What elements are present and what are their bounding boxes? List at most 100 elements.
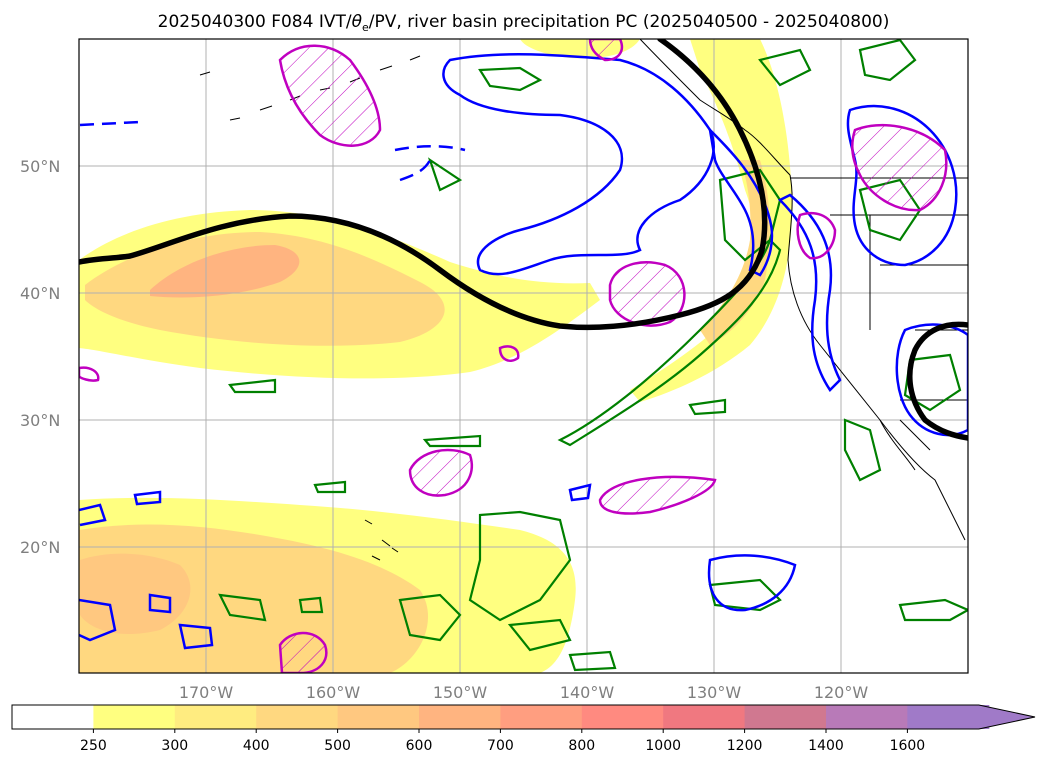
hawaii-islands <box>364 519 399 561</box>
colorbar-tick-label: 1200 <box>727 738 763 754</box>
hatched-region <box>278 44 382 147</box>
pv-contours <box>79 39 968 441</box>
precip-contour <box>478 66 543 92</box>
title-prefix: 2025040300 F084 IVT/ <box>157 12 352 32</box>
theta-e-contour <box>133 490 162 506</box>
theta-e-contour <box>79 120 141 127</box>
lat-tick-label: 20°N <box>20 538 60 557</box>
ivt-subtropical-core <box>80 553 191 635</box>
colorbar-tick-label: 250 <box>80 738 107 754</box>
theta-e-contour <box>148 593 172 614</box>
hatched-region <box>79 366 100 382</box>
precip-pc-contours <box>218 39 968 672</box>
ivt-plume-coastal-jet-inner <box>700 160 770 345</box>
precip-contour <box>557 237 782 447</box>
lon-tick-label: 140°W <box>560 683 615 702</box>
colorbar <box>11 704 1036 733</box>
baja-california <box>879 419 931 471</box>
hatched-region <box>278 631 328 673</box>
colorbar-swatch <box>663 705 746 729</box>
colorbar-tick-label: 1600 <box>890 738 926 754</box>
ivt-shading <box>79 39 793 673</box>
hatched-region <box>851 124 948 212</box>
colorbar-tick-label: 300 <box>161 738 188 754</box>
colorbar-swatch <box>500 705 583 729</box>
ivt-plume-core <box>150 245 300 298</box>
title-suffix: /PV, river basin precipitation PC (20250… <box>368 12 890 32</box>
lat-labels: 50°N 40°N 30°N 20°N <box>20 157 60 557</box>
lon-tick-label: 150°W <box>433 683 488 702</box>
colorbar-swatch <box>581 705 664 729</box>
colorbar-tick-label: 800 <box>568 738 595 754</box>
lon-tick-label: 170°W <box>179 683 234 702</box>
precip-contour <box>422 434 482 448</box>
hatched-region <box>408 448 473 497</box>
title-theta-symbol: θ <box>351 12 362 32</box>
hatched-region <box>796 211 837 260</box>
precip-contour <box>858 39 917 82</box>
na-west-coast <box>787 174 966 541</box>
ivt-plume-coastal-jet <box>630 39 793 402</box>
hatched-region <box>588 39 624 62</box>
colorbar-swatch <box>826 705 908 729</box>
theta-e-contour <box>708 126 774 277</box>
hatched-region <box>608 261 686 327</box>
map-area <box>79 39 968 673</box>
precip-contour <box>313 480 347 494</box>
precip-contour <box>427 157 463 192</box>
lon-tick-label: 120°W <box>814 683 869 702</box>
colorbar-labels: 250 300 400 500 600 700 800 1000 1200 1400 1600 <box>80 738 925 754</box>
colorbar-outline <box>11 704 1036 730</box>
lon-tick-label: 130°W <box>687 683 742 702</box>
theta-e-contour <box>442 52 715 276</box>
lon-tick-label: 160°W <box>306 683 361 702</box>
colorbar-tick-label: 400 <box>243 738 270 754</box>
precip-contour <box>708 578 782 612</box>
precip-contour <box>298 596 324 614</box>
colorbar-tick-label: 700 <box>487 738 514 754</box>
theta-e-contour <box>79 598 117 642</box>
theta-e-contour <box>79 503 107 527</box>
precip-contour <box>898 598 968 622</box>
colorbar-swatch <box>337 705 420 729</box>
colorbar-extend-arrow <box>907 705 1035 729</box>
lat-tick-label: 30°N <box>20 411 60 430</box>
lon-labels: 170°W 160°W 150°W 140°W 130°W 120°W <box>179 683 869 702</box>
colorbar-swatch <box>93 705 176 729</box>
map-title: 2025040300 F084 IVT/θe/PV, river basin p… <box>0 12 1047 34</box>
precip-contour <box>903 353 962 412</box>
magenta-hatched-regions <box>79 39 948 673</box>
colorbar-swatch <box>744 705 827 729</box>
hatched-region <box>598 475 717 515</box>
precip-contour <box>758 48 812 87</box>
theta-e-contour <box>178 623 214 650</box>
theta-e-contour <box>777 193 842 392</box>
precip-contour <box>218 593 267 622</box>
map-frame <box>78 38 969 674</box>
theta-e-contour <box>394 145 466 182</box>
colorbar-tick-label: 1400 <box>808 738 844 754</box>
lat-tick-label: 40°N <box>20 284 60 303</box>
hatched-region <box>498 345 520 362</box>
precip-contour <box>843 418 882 482</box>
precip-contour <box>568 650 617 672</box>
ivt-plume-north-pacific-inner <box>85 232 445 346</box>
theta-e-contour <box>568 483 592 502</box>
pv-contour <box>907 321 968 441</box>
title-subscript: e <box>362 21 369 34</box>
precip-contour <box>688 398 727 416</box>
theta-e-contour <box>707 554 797 612</box>
graticule <box>79 39 968 673</box>
colorbar-swatch <box>12 705 94 729</box>
precip-contour <box>228 378 277 394</box>
colorbar-tick-label: 1000 <box>645 738 681 754</box>
colorbar-tick-label: 600 <box>406 738 433 754</box>
colorbar-swatch <box>174 705 257 729</box>
lat-tick-label: 50°N <box>20 157 60 176</box>
colorbar-tick-label: 500 <box>324 738 351 754</box>
precip-contour <box>468 510 572 622</box>
pv-contour <box>79 39 768 331</box>
precip-contour <box>507 618 572 652</box>
colorbar-swatch <box>256 705 339 729</box>
